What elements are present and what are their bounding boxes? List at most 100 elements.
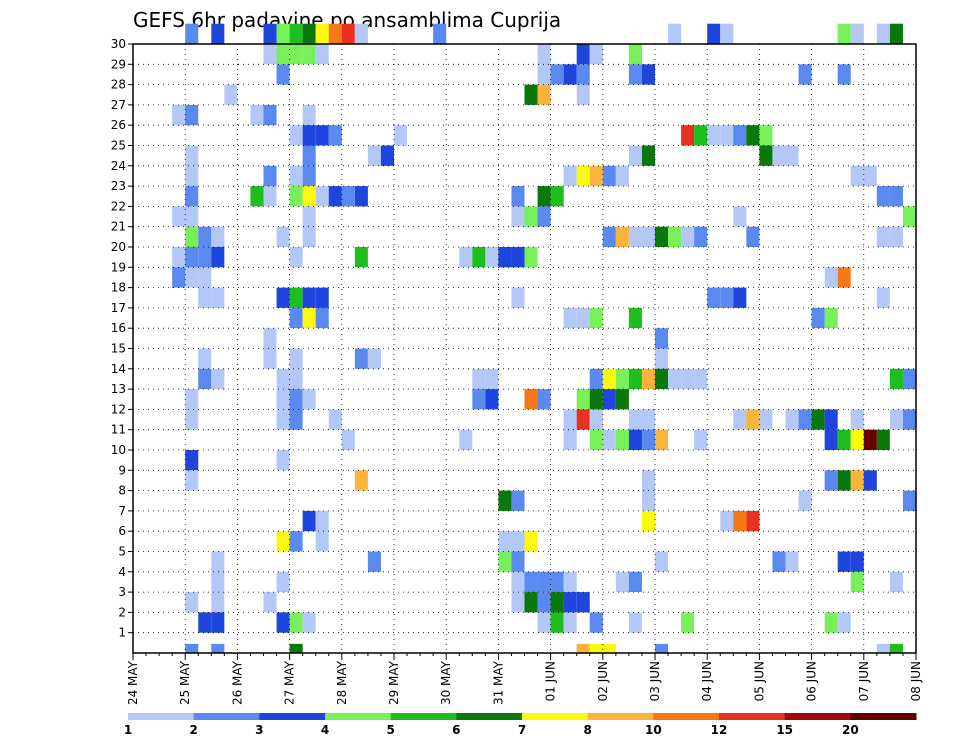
heatmap-cell (498, 551, 512, 572)
legend-swatch (456, 713, 523, 720)
heatmap-cell (537, 64, 551, 85)
heatmap-cell (720, 510, 734, 532)
heatmap-cell (576, 64, 590, 85)
heatmap-cell (276, 64, 290, 85)
heatmap-cell (211, 23, 225, 44)
heatmap-cell (759, 409, 773, 430)
heatmap-cell (589, 612, 603, 633)
heatmap-cell (641, 145, 655, 166)
heatmap-cell (185, 643, 199, 653)
heatmap-cell (628, 64, 642, 85)
heatmap-cell (628, 226, 642, 247)
heatmap-cell (276, 612, 290, 633)
heatmap-cell (798, 409, 812, 430)
legend-label: 15 (776, 723, 793, 737)
heatmap-cell (211, 643, 225, 653)
heatmap-cell (628, 145, 642, 166)
heatmap-cell (641, 470, 655, 491)
heatmap-cell (902, 368, 916, 390)
heatmap-cell (889, 368, 903, 390)
heatmap-cell (276, 23, 290, 44)
heatmap-cell (185, 165, 199, 187)
heatmap-cell (537, 206, 551, 227)
heatmap-cell (850, 551, 864, 572)
heatmap-cell (785, 551, 799, 572)
heatmap-cell (198, 368, 212, 390)
heatmap-cell (589, 165, 603, 187)
legend-label: 20 (842, 723, 859, 737)
heatmap-cell (615, 368, 629, 390)
heatmap-cell (289, 287, 303, 308)
heatmap-cell (863, 429, 877, 450)
heatmap-cell (863, 470, 877, 491)
heatmap-cell (511, 490, 525, 511)
heatmap-cell (315, 307, 329, 329)
heatmap-cell (302, 307, 316, 329)
heatmap-cell (185, 450, 199, 471)
heatmap-cell (250, 186, 264, 207)
y-tick-label: 7 (118, 504, 126, 518)
y-tick-label: 11 (111, 423, 126, 437)
heatmap-cell (889, 571, 903, 593)
heatmap-cell (472, 368, 486, 390)
y-tick-label: 4 (118, 565, 126, 579)
heatmap-cell (498, 531, 512, 552)
heatmap-cell (733, 206, 747, 227)
heatmap-cell (328, 409, 342, 430)
heatmap-cell (185, 592, 199, 613)
legend-label: 4 (321, 723, 329, 737)
x-tick-label: 28 MAY (335, 660, 349, 705)
heatmap-cell (211, 368, 225, 390)
x-tick-label: 03 JUN (648, 661, 662, 701)
heatmap-cell (837, 267, 851, 288)
heatmap-cell (850, 470, 864, 491)
legend-swatch (653, 713, 720, 720)
y-tick-label: 20 (111, 240, 126, 254)
legend-swatch (522, 713, 589, 720)
y-tick-label: 15 (111, 342, 126, 356)
y-tick-label: 22 (111, 199, 126, 213)
heatmap-cell (263, 44, 277, 65)
heatmap-cell (759, 125, 773, 146)
heatmap-cell (746, 125, 760, 146)
heatmap-cell (328, 125, 342, 146)
heatmap-cell (655, 328, 669, 349)
y-tick-label: 26 (111, 118, 126, 132)
heatmap-cell (172, 267, 186, 288)
heatmap-cell (707, 125, 721, 146)
heatmap-cell (289, 125, 303, 146)
heatmap-cell (263, 165, 277, 187)
heatmap-cell (641, 226, 655, 247)
heatmap-cell (315, 23, 329, 44)
heatmap-cell (668, 226, 682, 247)
legend-label: 10 (645, 723, 662, 737)
legend-swatch (390, 713, 457, 720)
heatmap-cell (837, 470, 851, 491)
heatmap-cell (641, 490, 655, 511)
heatmap-cell (185, 226, 199, 247)
heatmap-cell (537, 84, 551, 105)
heatmap-cell (850, 429, 864, 450)
heatmap-cell (824, 429, 838, 450)
heatmap-cell (746, 226, 760, 247)
heatmap-cell (720, 287, 734, 308)
legend-swatch (193, 713, 260, 720)
y-tick-label: 24 (111, 159, 126, 173)
heatmap-cell (876, 23, 890, 44)
legend-label: 8 (583, 723, 591, 737)
heatmap-cell (380, 145, 394, 166)
heatmap-cell (889, 409, 903, 430)
heatmap-cell (694, 368, 708, 390)
heatmap-cell (563, 165, 577, 187)
heatmap-cell (641, 510, 655, 532)
heatmap-cell (367, 551, 381, 572)
legend-swatch (259, 713, 326, 720)
heatmap-cell (289, 643, 303, 653)
heatmap-cell (576, 643, 590, 653)
x-tick-label: 08 JUN (909, 661, 923, 701)
heatmap-cell (263, 104, 277, 126)
heatmap-cell (876, 643, 890, 653)
heatmap-cell (302, 44, 316, 65)
heatmap-cell (589, 409, 603, 430)
